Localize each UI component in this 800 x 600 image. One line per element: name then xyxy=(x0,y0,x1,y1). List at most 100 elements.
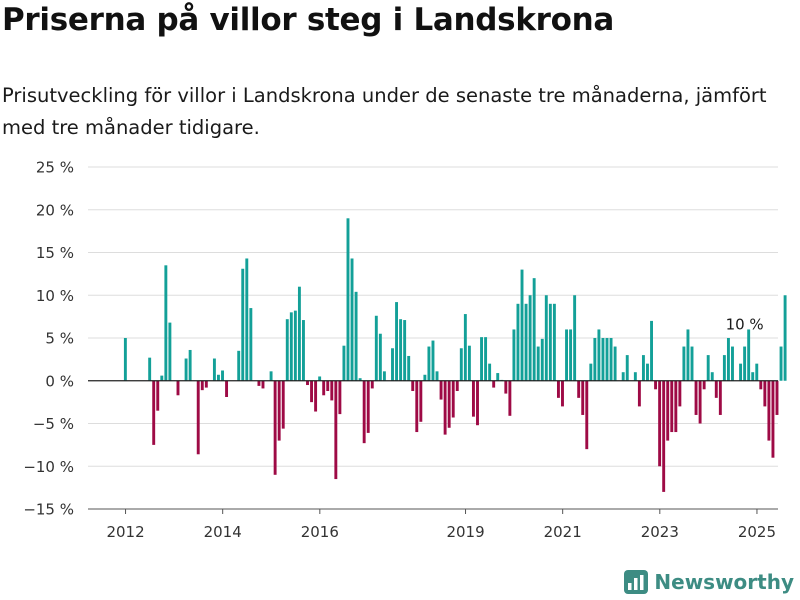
bar xyxy=(650,320,653,381)
bar xyxy=(674,380,678,433)
x-tick-label: 2016 xyxy=(301,523,339,541)
bar xyxy=(783,295,787,381)
x-tick-label: 2025 xyxy=(738,523,776,541)
bar xyxy=(467,345,471,381)
bar xyxy=(435,371,439,381)
chart-subtitle: Prisutveckling för villor i Landskrona u… xyxy=(2,84,767,139)
bar xyxy=(419,380,423,422)
y-tick-label: 20 % xyxy=(36,201,74,219)
y-tick-label: −15 % xyxy=(23,501,74,519)
bar xyxy=(463,314,467,381)
bar xyxy=(350,258,354,381)
bar xyxy=(739,363,743,381)
bar xyxy=(573,295,577,381)
bar xyxy=(407,355,411,381)
bar xyxy=(605,338,609,381)
bar xyxy=(451,380,455,418)
x-tick-label: 2023 xyxy=(641,523,679,541)
bar xyxy=(694,380,698,415)
bar xyxy=(285,319,289,381)
bar xyxy=(346,218,350,381)
bar xyxy=(589,363,593,381)
bar xyxy=(237,350,241,381)
bar xyxy=(342,345,346,381)
bar xyxy=(536,346,540,381)
bar xyxy=(403,320,407,381)
bar xyxy=(431,340,435,381)
bar xyxy=(528,295,532,381)
bar xyxy=(763,380,767,407)
bar xyxy=(613,346,617,381)
bar xyxy=(245,258,249,381)
bar xyxy=(277,380,281,441)
bar xyxy=(382,371,386,381)
bar xyxy=(297,286,301,381)
bar xyxy=(221,370,224,381)
bar xyxy=(168,322,172,381)
bar xyxy=(164,265,168,381)
y-tick-label: −5 % xyxy=(33,415,74,433)
bar xyxy=(718,380,722,415)
bar xyxy=(670,380,674,433)
bar xyxy=(322,380,326,396)
bar xyxy=(775,380,779,415)
bar xyxy=(415,380,419,433)
bar xyxy=(710,372,714,381)
bar xyxy=(160,375,164,381)
bar xyxy=(561,380,564,407)
bar xyxy=(698,380,702,424)
bar xyxy=(378,333,382,381)
bar xyxy=(374,315,378,381)
bar xyxy=(779,346,783,381)
bar xyxy=(318,376,322,381)
bar xyxy=(747,329,751,381)
bar xyxy=(399,319,403,381)
bar xyxy=(532,278,536,381)
bar xyxy=(577,380,581,398)
bar xyxy=(176,380,180,396)
axes: −15 % −10 % −5 % 0 % 5 % 10 % 15 % 20 % 25 % 2012… xyxy=(23,159,778,541)
bar xyxy=(196,380,200,455)
bar xyxy=(516,303,520,381)
bar xyxy=(257,380,261,386)
bar xyxy=(184,358,188,381)
bar xyxy=(249,308,253,381)
bar xyxy=(666,380,670,441)
bar xyxy=(524,303,528,381)
bar xyxy=(646,363,649,381)
bar xyxy=(726,338,730,381)
bar xyxy=(658,380,662,467)
bar xyxy=(480,337,483,381)
bar xyxy=(565,329,568,381)
bar xyxy=(755,363,759,381)
annotations: 10 % xyxy=(726,316,764,334)
bar xyxy=(488,363,492,381)
bar xyxy=(314,380,318,412)
bar xyxy=(423,374,427,381)
bar xyxy=(609,338,613,381)
bar xyxy=(702,380,706,390)
bar xyxy=(520,269,524,381)
bar xyxy=(200,380,204,391)
bar xyxy=(289,312,293,381)
bar xyxy=(621,372,625,381)
bar xyxy=(662,380,666,492)
bar xyxy=(439,380,443,400)
bar xyxy=(508,380,512,416)
bar xyxy=(188,349,192,381)
bar xyxy=(597,329,601,381)
bar xyxy=(504,380,508,394)
bar xyxy=(411,380,415,392)
bars xyxy=(123,218,787,492)
bar xyxy=(362,380,366,444)
bar xyxy=(484,337,488,381)
bar xyxy=(678,380,682,407)
y-tick-label: −10 % xyxy=(23,458,74,476)
bar xyxy=(330,380,334,401)
x-tick-label: 2021 xyxy=(544,523,582,541)
bar xyxy=(269,371,273,381)
bar xyxy=(601,338,605,381)
bar xyxy=(443,380,447,435)
bar xyxy=(654,380,658,390)
bar xyxy=(743,346,747,381)
